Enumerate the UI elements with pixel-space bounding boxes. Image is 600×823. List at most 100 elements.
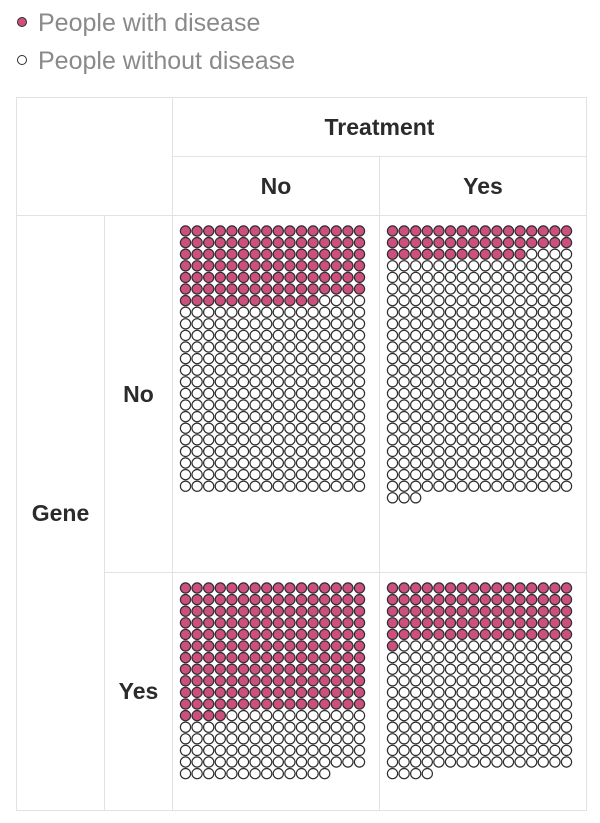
person-with-disease-dot	[502, 593, 515, 606]
person-with-disease-dot	[514, 236, 526, 249]
person-with-disease-dot	[295, 698, 308, 710]
person-without-disease-dot	[502, 733, 515, 745]
person-without-disease-dot	[284, 709, 296, 722]
person-with-disease-dot	[386, 593, 399, 606]
person-without-disease-dot	[525, 248, 538, 260]
person-without-disease-dot	[502, 675, 515, 687]
person-without-disease-dot	[549, 399, 561, 411]
person-with-disease-dot	[514, 628, 526, 641]
person-with-disease-dot	[179, 640, 192, 652]
person-with-disease-dot	[214, 236, 227, 249]
person-without-disease-dot	[272, 445, 285, 458]
person-without-disease-dot	[214, 756, 227, 768]
person-without-disease-dot	[260, 410, 273, 423]
person-without-disease-dot	[433, 445, 445, 458]
person-without-disease-dot	[444, 744, 457, 757]
person-with-disease-dot	[272, 640, 285, 652]
person-with-disease-dot	[203, 582, 215, 594]
person-without-disease-dot	[214, 364, 227, 376]
person-without-disease-dot	[398, 744, 410, 757]
person-without-disease-dot	[433, 260, 445, 272]
person-with-disease-dot	[330, 628, 342, 641]
person-without-disease-dot	[179, 318, 192, 330]
person-with-disease-dot	[179, 283, 192, 295]
person-with-disease-dot	[342, 236, 354, 249]
person-without-disease-dot	[491, 376, 503, 388]
person-with-disease-dot	[179, 225, 192, 237]
person-without-disease-dot	[330, 756, 342, 768]
person-with-disease-dot	[191, 260, 203, 272]
person-without-disease-dot	[203, 767, 215, 780]
person-with-disease-dot	[307, 686, 319, 699]
person-without-disease-dot	[398, 721, 410, 733]
person-without-disease-dot	[214, 318, 227, 330]
person-without-disease-dot	[249, 399, 261, 411]
person-without-disease-dot	[467, 468, 480, 481]
person-without-disease-dot	[479, 480, 492, 492]
person-with-disease-dot	[179, 605, 192, 617]
person-with-disease-dot	[214, 709, 227, 722]
person-with-disease-dot	[226, 260, 238, 272]
person-without-disease-dot	[342, 306, 354, 318]
person-without-disease-dot	[398, 733, 410, 745]
person-without-disease-dot	[330, 410, 342, 423]
person-with-disease-dot	[295, 283, 308, 295]
person-without-disease-dot	[295, 410, 308, 423]
person-with-disease-dot	[479, 225, 492, 237]
person-with-disease-dot	[491, 248, 503, 260]
person-without-disease-dot	[398, 410, 410, 423]
person-without-disease-dot	[479, 445, 492, 458]
person-without-disease-dot	[318, 744, 331, 757]
person-without-disease-dot	[237, 709, 250, 722]
person-without-disease-dot	[560, 756, 573, 768]
person-without-disease-dot	[502, 329, 515, 342]
person-without-disease-dot	[549, 283, 561, 295]
person-without-disease-dot	[560, 686, 573, 699]
person-without-disease-dot	[549, 387, 561, 400]
person-without-disease-dot	[203, 410, 215, 423]
person-with-disease-dot	[514, 605, 526, 617]
person-with-disease-dot	[398, 582, 410, 594]
person-with-disease-dot	[386, 640, 399, 652]
column-header-treatment-no: No	[172, 156, 380, 216]
person-without-disease-dot	[514, 640, 526, 652]
person-without-disease-dot	[203, 480, 215, 492]
person-without-disease-dot	[514, 364, 526, 376]
person-with-disease-dot	[295, 248, 308, 260]
person-without-disease-dot	[179, 341, 192, 353]
person-without-disease-dot	[514, 733, 526, 745]
person-with-disease-dot	[502, 628, 515, 641]
person-without-disease-dot	[398, 651, 410, 664]
person-without-disease-dot	[249, 387, 261, 400]
person-without-disease-dot	[456, 733, 468, 745]
person-with-disease-dot	[260, 686, 273, 699]
person-without-disease-dot	[456, 271, 468, 284]
person-without-disease-dot	[214, 767, 227, 780]
person-with-disease-dot	[467, 605, 480, 617]
person-without-disease-dot	[179, 387, 192, 400]
person-without-disease-dot	[421, 640, 434, 652]
person-without-disease-dot	[330, 294, 342, 307]
person-without-disease-dot	[421, 399, 434, 411]
person-without-disease-dot	[502, 410, 515, 423]
person-without-disease-dot	[491, 744, 503, 757]
person-without-disease-dot	[249, 480, 261, 492]
person-with-disease-dot	[295, 651, 308, 664]
person-without-disease-dot	[330, 468, 342, 481]
person-without-disease-dot	[237, 306, 250, 318]
person-without-disease-dot	[330, 376, 342, 388]
person-without-disease-dot	[330, 709, 342, 722]
person-without-disease-dot	[342, 364, 354, 376]
person-without-disease-dot	[525, 468, 538, 481]
person-without-disease-dot	[560, 376, 573, 388]
person-without-disease-dot	[284, 756, 296, 768]
person-without-disease-dot	[353, 744, 366, 757]
person-with-disease-dot	[479, 605, 492, 617]
person-with-disease-dot	[272, 294, 285, 307]
person-with-disease-dot	[214, 617, 227, 629]
person-with-disease-dot	[284, 651, 296, 664]
person-without-disease-dot	[179, 434, 192, 446]
person-without-disease-dot	[433, 709, 445, 722]
person-with-disease-dot	[318, 582, 331, 594]
person-without-disease-dot	[479, 698, 492, 710]
